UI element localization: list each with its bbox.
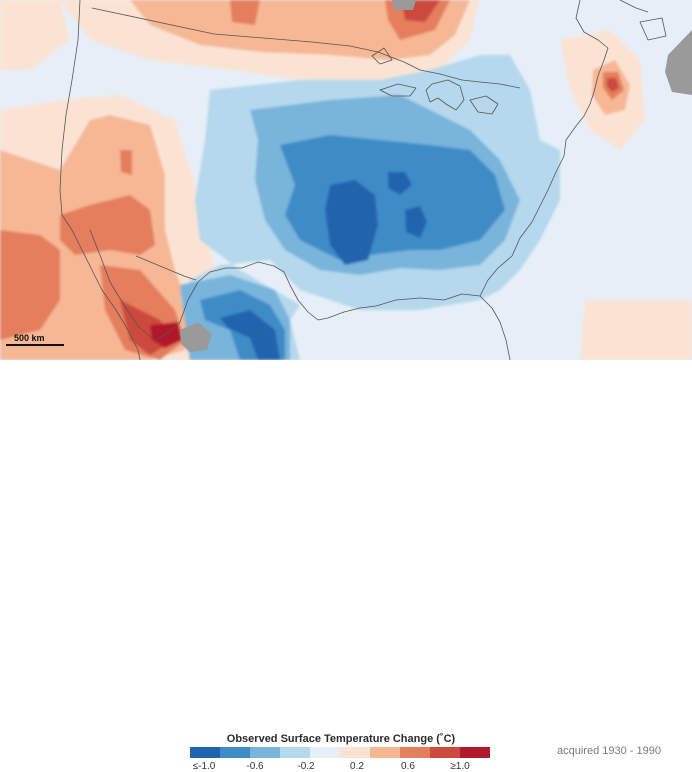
- map-svg: [0, 0, 692, 361]
- cooling-bands: [180, 55, 560, 360]
- legend-color-bar: [190, 747, 490, 758]
- scale-bar: 500 km: [6, 333, 64, 346]
- legend-swatch: [370, 747, 400, 758]
- legend-swatch: [340, 747, 370, 758]
- acquired-date-range: acquired 1930 - 1990: [557, 745, 661, 757]
- temperature-change-map: [0, 0, 692, 361]
- legend-swatch: [460, 747, 490, 758]
- no-data-areas: [180, 0, 692, 352]
- legend-swatch: [310, 747, 340, 758]
- legend-tick: ≥1.0: [450, 761, 470, 772]
- legend-swatch: [400, 747, 430, 758]
- coastlines-and-borders: [59, 0, 667, 361]
- legend-title: Observed Surface Temperature Change (˚C): [226, 733, 456, 745]
- legend-swatch: [250, 747, 280, 758]
- legend-swatch: [430, 747, 460, 758]
- scale-bar-label: 500 km: [14, 333, 45, 343]
- warming-bands: [0, 0, 692, 360]
- legend-tick: 0.2: [350, 761, 364, 772]
- legend-footer: Observed Surface Temperature Change (˚C)…: [0, 360, 692, 772]
- legend-tick: -0.6: [246, 761, 264, 772]
- legend-swatch: [280, 747, 310, 758]
- legend-swatch: [220, 747, 250, 758]
- legend-tick: -0.2: [297, 761, 315, 772]
- scale-bar-line: [6, 344, 64, 346]
- legend-swatch: [190, 747, 220, 758]
- legend-tick: 0.6: [401, 761, 415, 772]
- legend-tick: ≤-1.0: [192, 761, 216, 772]
